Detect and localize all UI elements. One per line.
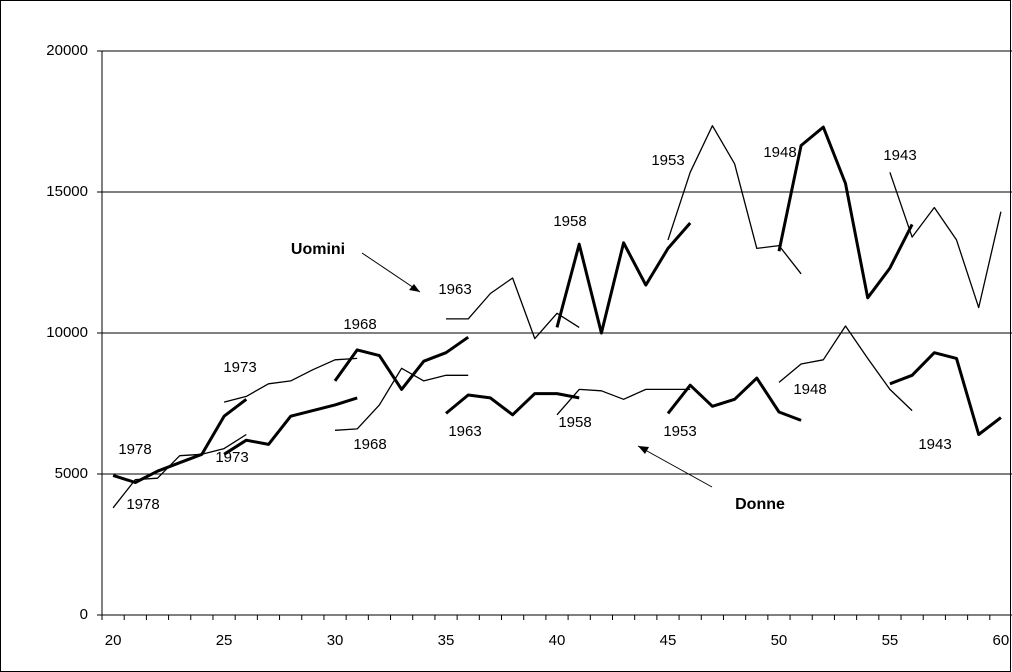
x-tick-label: 40 — [549, 632, 566, 649]
cohort-line — [446, 277, 580, 340]
cohort-label: 1978 — [126, 496, 159, 513]
cohort-label: 1943 — [918, 436, 951, 453]
cohort-line — [112, 398, 248, 484]
x-tick-label: 20 — [105, 632, 122, 649]
cohort-line — [778, 325, 913, 412]
cohort-label: 1968 — [343, 316, 376, 333]
cohort-line — [112, 433, 247, 509]
y-tick-label: 15000 — [46, 183, 88, 200]
cohort-line — [556, 388, 691, 416]
cohort-line — [334, 367, 469, 431]
cohort-label: 1963 — [448, 423, 481, 440]
x-tick-label: 35 — [438, 632, 455, 649]
cohort-line — [333, 335, 470, 391]
arrow-head — [638, 446, 649, 454]
y-tick-label: 20000 — [46, 42, 88, 59]
x-tick-label: 30 — [327, 632, 344, 649]
x-tick-label: 60 — [993, 632, 1010, 649]
cohort-label: 1943 — [883, 147, 916, 164]
cohort-label: 1948 — [763, 144, 796, 161]
cohort-line — [223, 396, 358, 456]
y-tick-label: 5000 — [55, 465, 88, 482]
x-tick-label: 45 — [660, 632, 677, 649]
arrow — [361, 252, 421, 293]
x-tick-label: 25 — [216, 632, 233, 649]
arrow — [637, 445, 713, 488]
x-tick-label: 50 — [771, 632, 788, 649]
cohort-line — [666, 376, 802, 422]
cohort-line — [889, 172, 1002, 309]
cohort-line — [555, 222, 692, 335]
x-tick-label: 55 — [882, 632, 899, 649]
cohort-label: 1968 — [353, 436, 386, 453]
cohort-label: 1978 — [118, 441, 151, 458]
cohort-line — [223, 357, 358, 403]
annotation: Donne — [735, 496, 785, 513]
cohort-label: 1958 — [558, 414, 591, 431]
cohort-label: 1948 — [793, 381, 826, 398]
cohort-label: 1958 — [553, 213, 586, 230]
cohort-label: 1973 — [215, 449, 248, 466]
cohort-label: 1953 — [651, 152, 684, 169]
cohort-line — [445, 392, 580, 417]
y-tick-label: 0 — [80, 606, 88, 623]
cohort-line — [889, 351, 1002, 436]
arrow-head — [409, 284, 420, 292]
cohort-label: 1973 — [223, 359, 256, 376]
cohort-label: 1953 — [663, 423, 696, 440]
cohort-label: 1963 — [438, 281, 471, 298]
y-tick-label: 10000 — [46, 324, 88, 341]
cohort-line — [777, 125, 914, 300]
annotation: Uomini — [291, 241, 345, 258]
